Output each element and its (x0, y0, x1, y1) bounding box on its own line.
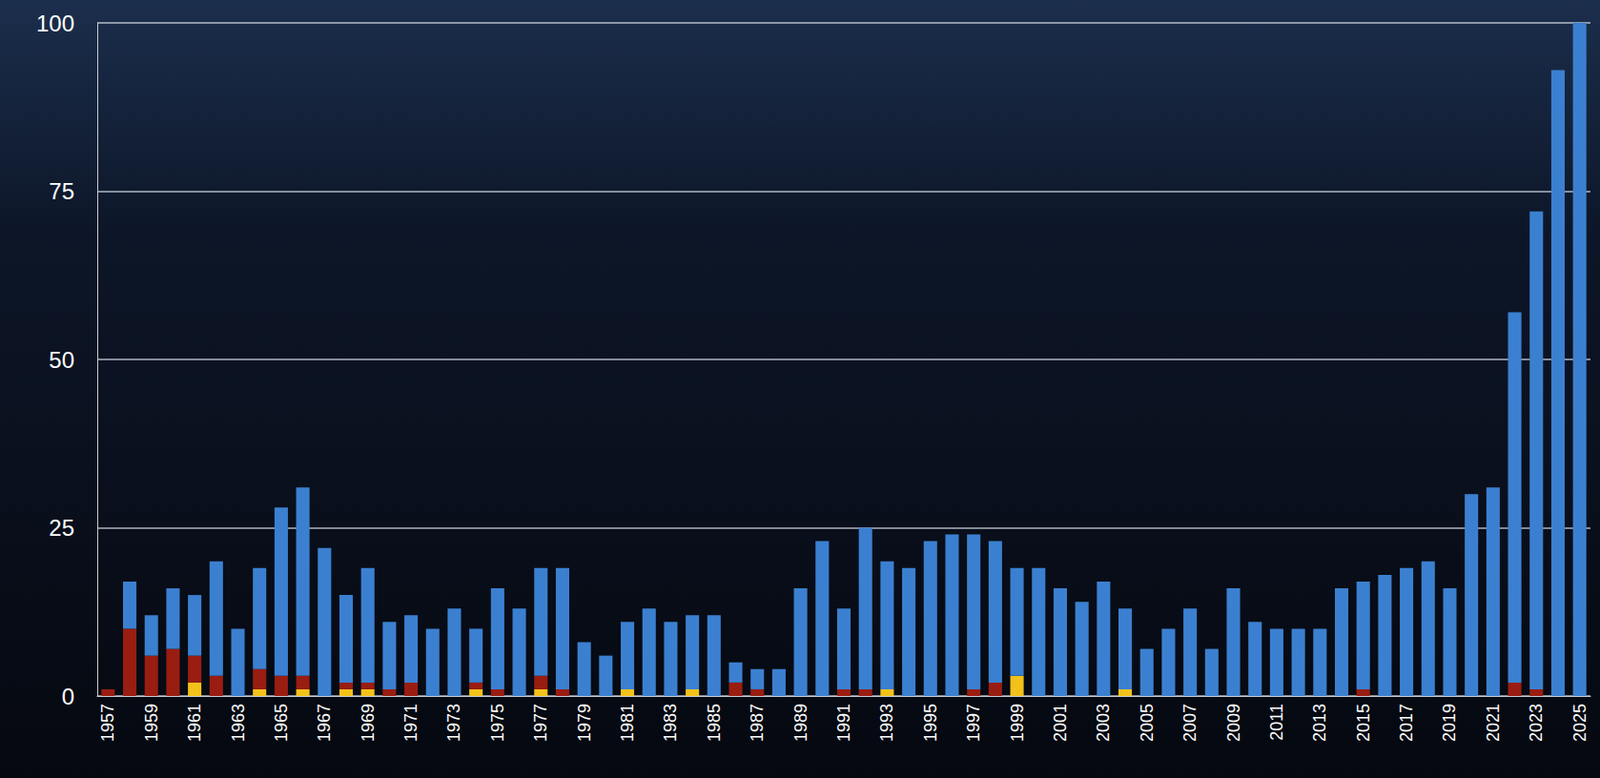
svg-text:100: 100 (36, 10, 75, 37)
svg-text:2021: 2021 (1483, 703, 1503, 742)
svg-text:1975: 1975 (488, 703, 508, 742)
svg-text:1987: 1987 (747, 703, 767, 742)
svg-text:2007: 2007 (1180, 703, 1200, 742)
svg-text:1959: 1959 (142, 703, 162, 742)
svg-text:2019: 2019 (1439, 703, 1459, 742)
svg-text:0: 0 (61, 683, 75, 710)
svg-text:1965: 1965 (271, 703, 291, 742)
svg-text:2015: 2015 (1353, 703, 1374, 742)
svg-text:1999: 1999 (1007, 703, 1027, 742)
svg-text:1993: 1993 (877, 703, 897, 742)
svg-text:2025: 2025 (1570, 703, 1590, 742)
svg-text:2013: 2013 (1310, 703, 1330, 742)
svg-text:1985: 1985 (704, 703, 724, 742)
svg-text:1991: 1991 (834, 703, 854, 742)
svg-text:1961: 1961 (184, 703, 205, 742)
svg-text:1969: 1969 (358, 703, 378, 742)
svg-text:50: 50 (48, 347, 75, 373)
svg-text:2011: 2011 (1267, 703, 1287, 741)
svg-text:1995: 1995 (921, 703, 941, 742)
svg-text:1971: 1971 (401, 703, 421, 742)
svg-text:1957: 1957 (98, 703, 118, 742)
svg-text:1983: 1983 (660, 703, 680, 742)
svg-text:75: 75 (48, 178, 75, 205)
svg-text:2001: 2001 (1050, 703, 1070, 742)
svg-text:1997: 1997 (964, 703, 984, 742)
svg-text:1963: 1963 (228, 703, 248, 742)
svg-text:2009: 2009 (1224, 703, 1244, 742)
svg-text:2023: 2023 (1526, 703, 1546, 742)
svg-text:1977: 1977 (531, 703, 551, 742)
svg-text:1981: 1981 (617, 703, 637, 742)
svg-text:2005: 2005 (1137, 703, 1157, 742)
svg-text:1979: 1979 (574, 703, 595, 742)
svg-text:1989: 1989 (791, 703, 811, 742)
svg-text:2003: 2003 (1093, 703, 1113, 742)
svg-text:25: 25 (48, 514, 75, 541)
svg-text:2017: 2017 (1396, 703, 1416, 742)
svg-text:1967: 1967 (314, 703, 334, 742)
svg-text:1973: 1973 (444, 703, 464, 742)
